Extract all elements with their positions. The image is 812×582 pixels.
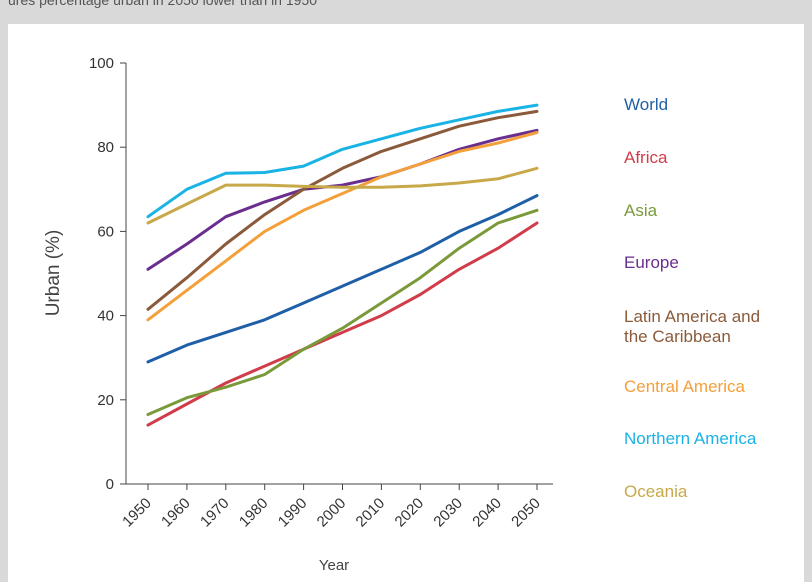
legend-entry-1: Africa (624, 148, 668, 167)
legend-entry-6: Northern America (624, 429, 757, 448)
y-tick-label: 40 (97, 308, 114, 325)
legend-entry-2: Asia (624, 201, 658, 220)
chart-legend: World Africa Asia Europe Latin America and th… (624, 95, 760, 501)
legend-entry-7: Oceania (624, 482, 688, 501)
series-line-3 (146, 128, 539, 271)
series-line-0 (146, 194, 539, 364)
chart-series (146, 103, 539, 427)
y-tick-label: 100 (89, 55, 114, 72)
x-tick-label: 2020 (392, 495, 428, 531)
x-tick-label: 2000 (314, 495, 350, 531)
y-tick-label: 60 (97, 223, 114, 240)
figure-caption: ures percentage urban in 2050 lower than… (8, 0, 317, 8)
x-tick-label: 2010 (353, 495, 389, 531)
x-tick-label: 2040 (469, 495, 505, 531)
y-tick-label: 20 (97, 392, 114, 409)
series-line-7 (146, 166, 539, 225)
x-tick-label: 1970 (197, 495, 233, 531)
x-tick-label: 1960 (158, 495, 194, 531)
x-tick-label: 1950 (119, 495, 155, 531)
series-line-5 (146, 131, 539, 322)
series-line-4 (146, 109, 539, 311)
x-axis-title: Year (319, 557, 349, 574)
y-tick-label: 0 (106, 476, 114, 493)
y-tick-label: 80 (97, 139, 114, 156)
series-line-1 (146, 221, 539, 427)
x-tick-label: 1990 (275, 495, 311, 531)
x-tick-label: 2050 (508, 495, 544, 531)
legend-entry-5: Central America (624, 377, 745, 396)
x-tick-label: 2030 (430, 495, 466, 531)
legend-entry-3: Europe (624, 253, 679, 272)
legend-entry-0: World (624, 95, 668, 114)
series-line-6 (146, 103, 539, 219)
x-tick-label: 1980 (236, 495, 272, 531)
y-axis-title: Urban (%) (43, 230, 64, 317)
series-line-2 (146, 208, 539, 416)
legend-entry-4: Latin America and the Caribbean (624, 307, 760, 346)
